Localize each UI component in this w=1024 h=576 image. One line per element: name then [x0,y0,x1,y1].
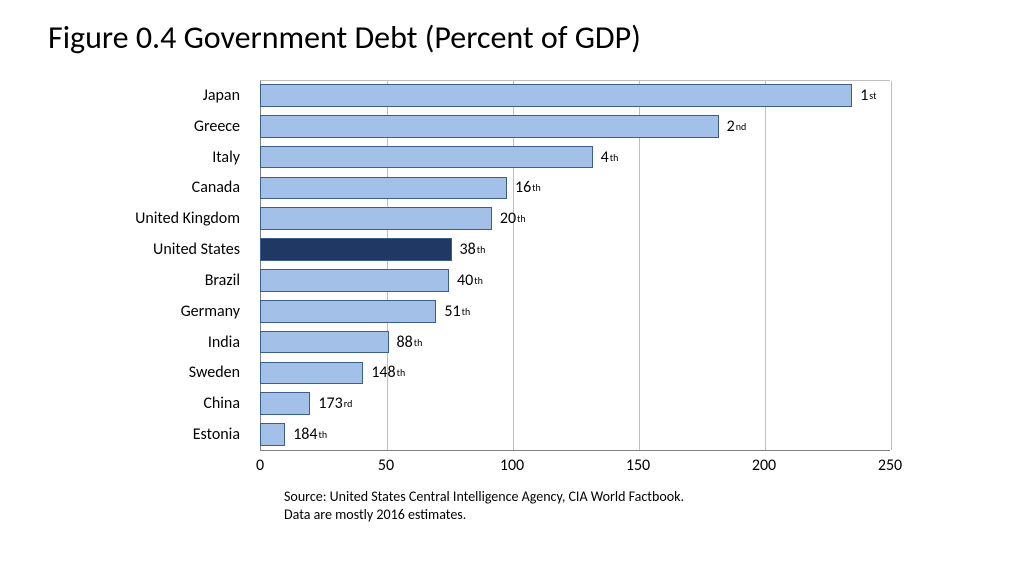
bar-row: India 88th [90,327,920,358]
rank-label: 148th [371,358,405,389]
bar-row: United States 38th [90,234,920,265]
rank-label: 2nd [727,111,747,142]
debt-chart: 0 50 100 150 200 250 Japan 1st Greece 2nd Italy 4t… [90,80,920,500]
bar-row: China 173rd [90,388,920,419]
bar-row: Germany 51th [90,296,920,327]
bar [260,146,593,169]
rank-label: 173rd [318,388,352,419]
rank-label: 88th [397,327,423,358]
bar [260,84,852,107]
slide: Figure 0.4 Government Debt (Percent of G… [0,0,1024,576]
bar [260,392,310,415]
bar-row: Canada 16th [90,173,920,204]
rank-label: 184th [293,419,327,450]
x-axis [260,450,890,451]
rank-label: 20th [500,203,526,234]
country-label: India [90,327,250,358]
country-label: Italy [90,142,250,173]
rank-label: 1st [860,80,876,111]
country-label: Brazil [90,265,250,296]
bar-row: Brazil 40th [90,265,920,296]
chart-title: Figure 0.4 Government Debt (Percent of G… [48,18,641,57]
source-line-2: Data are mostly 2016 estimates. [284,506,684,524]
bar [260,362,363,385]
x-tick-label: 200 [744,456,784,475]
rank-label: 38th [460,234,486,265]
country-label: Canada [90,173,250,204]
x-tick-label: 100 [492,456,532,475]
bar [260,269,449,292]
x-tick-label: 50 [366,456,406,475]
bar [260,177,507,200]
country-label: Greece [90,111,250,142]
rank-label: 16th [515,173,541,204]
bar-row: Italy 4th [90,142,920,173]
rank-label: 51th [444,296,470,327]
rank-label: 40th [457,265,483,296]
bar [260,423,285,446]
country-label: China [90,388,250,419]
bar-row: Japan 1st [90,80,920,111]
country-label: Germany [90,296,250,327]
bar-row: United Kingdom 20th [90,203,920,234]
country-label: Japan [90,80,250,111]
source-note: Source: United States Central Intelligen… [284,488,684,524]
bar-row: Sweden 148th [90,358,920,389]
bar [260,331,389,354]
rank-label: 4th [601,142,619,173]
country-label: Sweden [90,358,250,389]
country-label: United States [90,234,250,265]
x-tick-label: 250 [870,456,910,475]
x-tick-label: 150 [618,456,658,475]
bar-row: Greece 2nd [90,111,920,142]
bar [260,207,492,230]
source-line-1: Source: United States Central Intelligen… [284,488,684,506]
bar-row: Estonia 184th [90,419,920,450]
bar [260,115,719,138]
country-label: Estonia [90,419,250,450]
bar [260,238,452,261]
country-label: United Kingdom [90,203,250,234]
x-tick-label: 0 [240,456,280,475]
bar [260,300,436,323]
